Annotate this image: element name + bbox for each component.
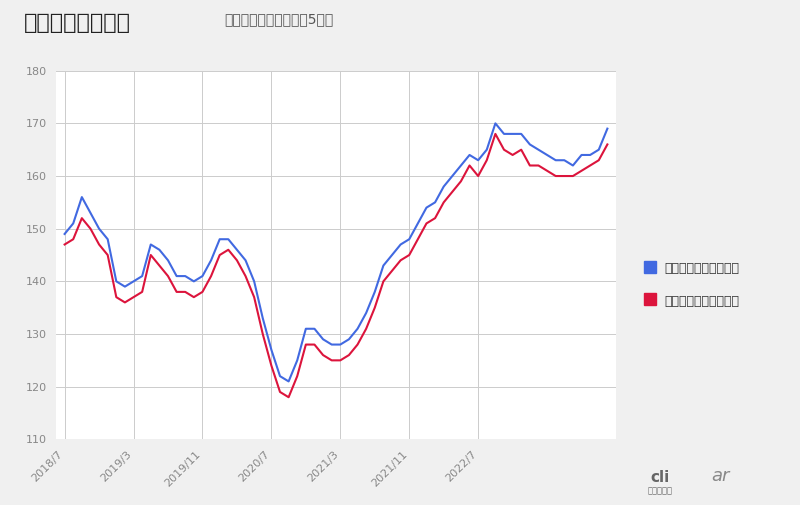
Text: ar: ar <box>711 467 729 485</box>
Text: cli: cli <box>650 470 670 485</box>
Text: クリッカー: クリッカー <box>647 486 673 495</box>
Text: ［レギュラー］［最近5年］: ［レギュラー］［最近5年］ <box>224 13 334 27</box>
Legend: 現金価格（全国平均）, 会員価格（全国平均）: 現金価格（全国平均）, 会員価格（全国平均） <box>639 257 744 313</box>
Text: ガソリン価格推移: ガソリン価格推移 <box>24 13 131 33</box>
